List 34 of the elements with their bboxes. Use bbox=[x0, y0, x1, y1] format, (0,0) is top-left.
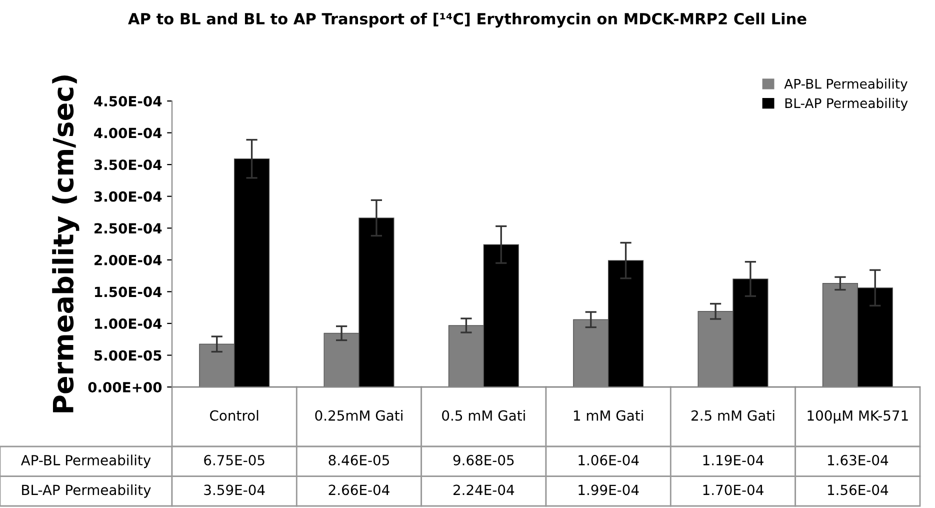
data-label: 2.24E-04 bbox=[453, 484, 514, 496]
data-label: 1.56E-04 bbox=[828, 484, 888, 496]
data-label: 6.75E-05 bbox=[204, 454, 264, 466]
text: BL-AP Permeability bbox=[22, 484, 151, 498]
y-tick-label: 4.00E-04 bbox=[94, 128, 162, 138]
data-label: 1.70E-04 bbox=[703, 484, 764, 496]
data-label: 1.63E-04 bbox=[828, 454, 888, 466]
y-axis-title: Permeability (cm/sec) bbox=[52, 76, 80, 412]
data-label: 3.59E-04 bbox=[204, 484, 265, 496]
y-tick-label: 2.00E-04 bbox=[94, 254, 162, 266]
legend-label: AP-BL Permeability bbox=[784, 78, 908, 92]
y-tick-label: 3.00E-04 bbox=[94, 191, 162, 202]
chart-title: AP to BL and BL to AP Transport of [¹⁴C] Erythromycin on MDCK-MRP2 Cell Line bbox=[128, 12, 806, 28]
x-tick-label: 0.5 mM Gati bbox=[442, 410, 525, 421]
x-tick-label: Control bbox=[210, 410, 258, 421]
data-label: 1.06E-04 bbox=[578, 454, 639, 466]
y-tick-label: 1.00E-04 bbox=[95, 318, 162, 329]
y-tick-label: 4.50E-04 bbox=[94, 96, 162, 106]
y-tick-label: 1.50E-04 bbox=[95, 286, 162, 298]
y-tick-label: 2.50E-04 bbox=[94, 223, 162, 234]
y-tick-label: 5.00E-05 bbox=[94, 350, 162, 361]
data-label: 1.99E-04 bbox=[578, 484, 639, 496]
data-label: 8.46E-05 bbox=[328, 454, 389, 466]
x-tick-label: 2.5 mM Gati bbox=[692, 410, 774, 421]
x-tick-label: 100μM MK-571 bbox=[808, 410, 908, 424]
data-label: 9.68E-05 bbox=[453, 454, 514, 466]
text: AP-BL Permeability bbox=[20, 454, 151, 468]
y-tick-label: 3.50E-04 bbox=[94, 160, 162, 170]
y-tick-label: 0.00E+00 bbox=[88, 382, 162, 392]
data-label: 1.19E-04 bbox=[703, 454, 764, 466]
x-tick-label: 0.25mM Gati bbox=[315, 410, 402, 421]
legend-label: BL-AP Permeability bbox=[785, 98, 908, 111]
data-label: 2.66E-04 bbox=[328, 484, 390, 496]
x-tick-label: 1 mM Gati bbox=[574, 410, 643, 421]
